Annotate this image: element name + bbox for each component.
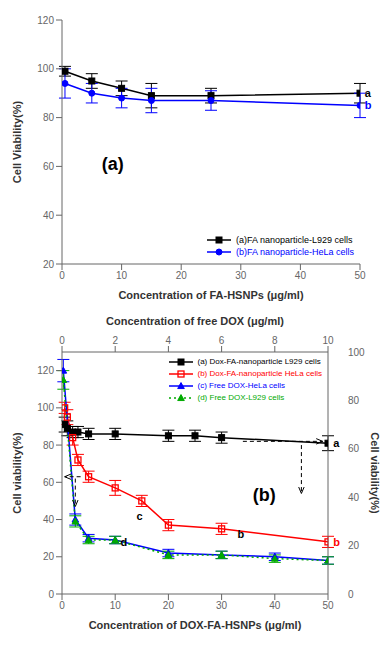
svg-text:20: 20	[348, 540, 360, 551]
svg-text:40: 40	[348, 492, 360, 503]
svg-text:40: 40	[269, 600, 281, 611]
svg-text:100: 100	[348, 347, 365, 358]
svg-text:60: 60	[43, 477, 55, 488]
svg-text:a: a	[365, 87, 372, 99]
svg-text:Concentration of free DOX (μg/: Concentration of free DOX (μg/ml)	[106, 315, 284, 327]
svg-text:0: 0	[59, 600, 65, 611]
svg-text:40: 40	[43, 210, 55, 221]
svg-text:Cell viability(%): Cell viability(%)	[11, 432, 23, 514]
html-text:(b): (b)	[252, 485, 276, 506]
html-text:(b)FA nanoparticle-HeLa cells: (b)FA nanoparticle-HeLa cells	[235, 247, 354, 257]
svg-text:d: d	[121, 536, 128, 548]
svg-text:10: 10	[116, 270, 128, 281]
svg-text:4: 4	[166, 335, 172, 346]
svg-text:10: 10	[322, 335, 334, 346]
svg-text:80: 80	[43, 440, 55, 451]
svg-text:Cell Viability(%): Cell Viability(%)	[11, 101, 23, 184]
svg-text:10: 10	[110, 600, 122, 611]
svg-text:c: c	[136, 510, 142, 522]
html-text:(a) Dox-FA-nanoparticle L929 c: (a) Dox-FA-nanoparticle L929 cells	[197, 357, 321, 366]
svg-text:100: 100	[37, 63, 54, 74]
svg-text:30: 30	[216, 600, 228, 611]
svg-text:a: a	[333, 437, 340, 449]
svg-text:0: 0	[348, 589, 354, 600]
svg-text:8: 8	[272, 335, 278, 346]
svg-text:Cell viability(%): Cell viability(%)	[369, 432, 381, 514]
svg-text:Concentration of DOX-FA-HSNPs: Concentration of DOX-FA-HSNPs (μg/ml)	[89, 619, 302, 631]
svg-text:2: 2	[112, 335, 118, 346]
svg-text:80: 80	[43, 112, 55, 123]
svg-text:b: b	[365, 99, 372, 111]
svg-text:0: 0	[48, 589, 54, 600]
svg-text:60: 60	[348, 443, 360, 454]
html-text:(d) Free DOX-L929 cells: (d) Free DOX-L929 cells	[197, 393, 285, 402]
svg-text:60: 60	[43, 161, 55, 172]
svg-text:40: 40	[295, 270, 307, 281]
svg-text:100: 100	[37, 402, 54, 413]
svg-text:40: 40	[43, 514, 55, 525]
svg-text:0: 0	[59, 270, 65, 281]
svg-text:b: b	[238, 528, 245, 540]
svg-text:b: b	[333, 536, 340, 548]
svg-text:20: 20	[43, 551, 55, 562]
svg-text:20: 20	[43, 259, 55, 270]
html-text:(c) Free DOX-HeLa cells: (c) Free DOX-HeLa cells	[197, 381, 286, 390]
svg-text:Concentration of FA-HSNPs (μg/: Concentration of FA-HSNPs (μg/ml)	[118, 289, 304, 301]
svg-text:120: 120	[37, 365, 54, 376]
svg-text:20: 20	[176, 270, 188, 281]
svg-text:0: 0	[59, 335, 65, 346]
html-text:(b) Dox-FA-nanoparticle HeLa c: (b) Dox-FA-nanoparticle HeLa cells	[197, 369, 322, 378]
svg-text:50: 50	[322, 600, 334, 611]
svg-text:120: 120	[37, 15, 54, 26]
svg-text:20: 20	[163, 600, 175, 611]
svg-text:50: 50	[354, 270, 366, 281]
html-text:(a): (a)	[101, 154, 124, 175]
svg-text:6: 6	[219, 335, 225, 346]
svg-text:30: 30	[235, 270, 247, 281]
html-text:(a)FA nanoparticle-L929 cells: (a)FA nanoparticle-L929 cells	[235, 235, 353, 245]
svg-text:80: 80	[348, 395, 360, 406]
